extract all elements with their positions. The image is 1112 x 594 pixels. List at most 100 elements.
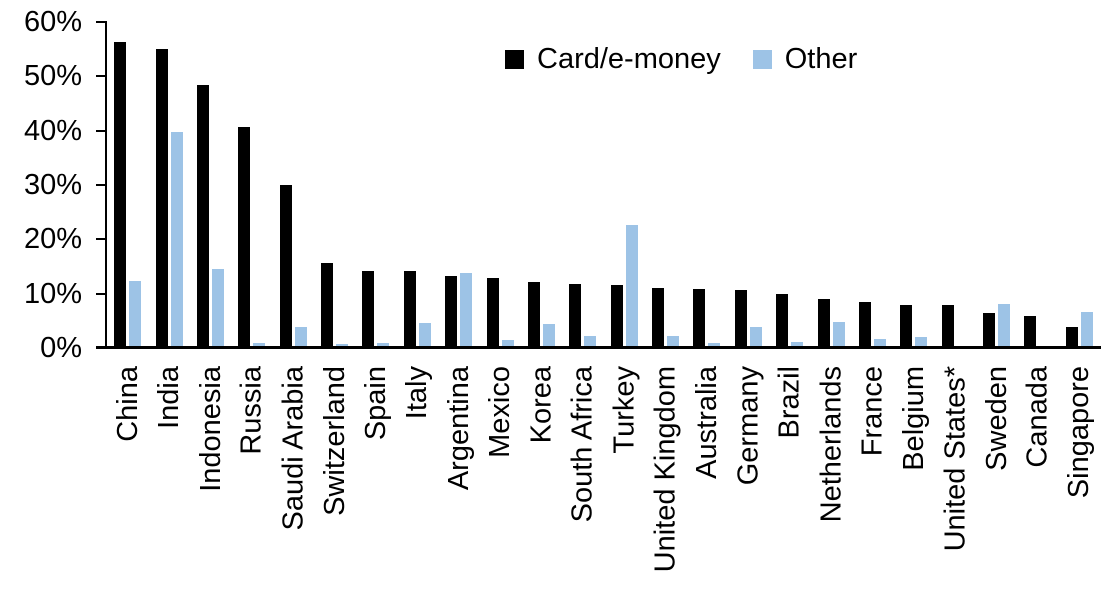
x-axis-category-label: Canada [1021, 366, 1054, 468]
bar-card-e-money [693, 289, 706, 348]
legend-item-card-e-money: Card/e-money [505, 44, 721, 74]
legend-swatch-other-icon [752, 49, 772, 69]
bar-group [604, 22, 645, 348]
y-axis-tick-label: 60% [23, 6, 82, 38]
y-axis-tick-mark [96, 184, 105, 186]
x-axis-category-label: Turkey [608, 366, 641, 454]
x-axis-category-label: France [856, 366, 889, 457]
bar-other [501, 340, 514, 348]
x-axis-category-label: China [111, 366, 144, 442]
x-axis-category-cell: Switzerland [314, 352, 355, 594]
y-axis-tick-mark [96, 238, 105, 241]
x-axis-category-label: Sweden [980, 366, 1013, 471]
bar-card-e-money [403, 271, 416, 348]
bar-group [521, 22, 562, 348]
bar-other [253, 342, 266, 348]
x-axis-category-cell: Argentina [438, 352, 479, 594]
x-axis-category-cell: Sweden [976, 352, 1017, 594]
x-axis-category-cell: Korea [521, 352, 562, 594]
legend-swatch-card-e-money-icon [505, 49, 524, 69]
x-axis-category-cell: United Kingdom [645, 352, 686, 594]
bar-group [852, 22, 893, 348]
x-axis-category-label: Korea [525, 366, 558, 444]
x-axis-category-label: Belgium [897, 366, 930, 471]
y-axis-tick-mark [96, 75, 105, 78]
bar-card-e-money [652, 288, 665, 348]
bar-group [728, 22, 769, 348]
bar-other [708, 342, 721, 348]
x-axis-category-label: Spain [359, 366, 392, 441]
bar-card-e-money [114, 41, 127, 348]
x-axis-category-cell: Singapore [1059, 352, 1100, 594]
bar-other [791, 342, 804, 348]
bar-card-e-money [858, 301, 871, 348]
x-axis-category-cell: Belgium [893, 352, 934, 594]
bar-card-e-money [1024, 315, 1037, 348]
bar-group [562, 22, 603, 348]
bar-card-e-money [734, 290, 747, 348]
legend-label-other: Other [784, 43, 858, 75]
y-axis-tick-label: 40% [23, 114, 82, 147]
x-axis-labels: China India Indonesia Russia Saudi Arabia Swi… [107, 352, 1100, 594]
x-axis-category-cell: United States* [935, 352, 976, 594]
x-axis-category-label: Australia [690, 366, 723, 479]
bar-card-e-money [155, 48, 168, 348]
x-axis-category-cell: Saudi Arabia [273, 352, 314, 594]
y-axis-line [105, 21, 107, 349]
x-axis-category-label: Singapore [1063, 366, 1096, 499]
bar-other [211, 268, 224, 348]
bar-other [418, 323, 431, 348]
x-axis-category-label: Mexico [484, 366, 517, 458]
x-axis-category-label: Saudi Arabia [277, 366, 310, 531]
x-axis-category-cell: Netherlands [810, 352, 851, 594]
bar-other [542, 323, 555, 348]
x-axis-category-label: Netherlands [815, 366, 848, 523]
bar-card-e-money [610, 285, 623, 348]
bar-group [769, 22, 810, 348]
bar-group [893, 22, 934, 348]
bar-group [935, 22, 976, 348]
bar-group [355, 22, 396, 348]
bar-card-e-money [279, 185, 292, 348]
x-axis-category-cell: Turkey [604, 352, 645, 594]
bar-card-e-money [238, 127, 251, 348]
bar-other [625, 225, 638, 348]
bar-group [107, 22, 148, 348]
bar-card-e-money [569, 283, 582, 348]
bar-other [336, 343, 349, 348]
bar-group [479, 22, 520, 348]
y-axis-tick-mark [96, 129, 105, 132]
x-axis-category-cell: Canada [1017, 352, 1058, 594]
bar-group [231, 22, 272, 348]
x-axis-line [96, 346, 1101, 349]
bar-group [273, 22, 314, 348]
y-axis-tick-label: 30% [23, 169, 82, 201]
legend: Card/e-money Other [505, 44, 857, 74]
bar-other [749, 326, 762, 348]
x-axis-category-label: India [153, 366, 186, 429]
x-axis-category-label: South Africa [566, 366, 599, 523]
bar-other [584, 335, 597, 348]
x-axis-category-cell: Germany [728, 352, 769, 594]
x-axis-category-label: Argentina [442, 366, 475, 491]
x-axis-category-label: Russia [235, 366, 268, 455]
bar-group [148, 22, 189, 348]
x-axis-category-cell: India [148, 352, 189, 594]
bar-group [810, 22, 851, 348]
bar-other [294, 327, 307, 348]
bar-other [915, 337, 928, 348]
bar-group [314, 22, 355, 348]
bar-other [667, 335, 680, 348]
bar-card-e-money [776, 294, 789, 348]
x-axis-category-cell: Australia [686, 352, 727, 594]
x-axis-category-label: United States* [939, 366, 972, 552]
y-axis-tick-mark [96, 21, 105, 23]
bar-card-e-money [486, 277, 499, 348]
x-axis-category-cell: Spain [355, 352, 396, 594]
bar-card-e-money [983, 313, 996, 348]
x-axis-category-label: Switzerland [318, 366, 351, 516]
y-axis-tick-label: 20% [23, 223, 82, 256]
bar-card-e-money [941, 305, 954, 348]
x-axis-category-label: Brazil [773, 366, 806, 439]
